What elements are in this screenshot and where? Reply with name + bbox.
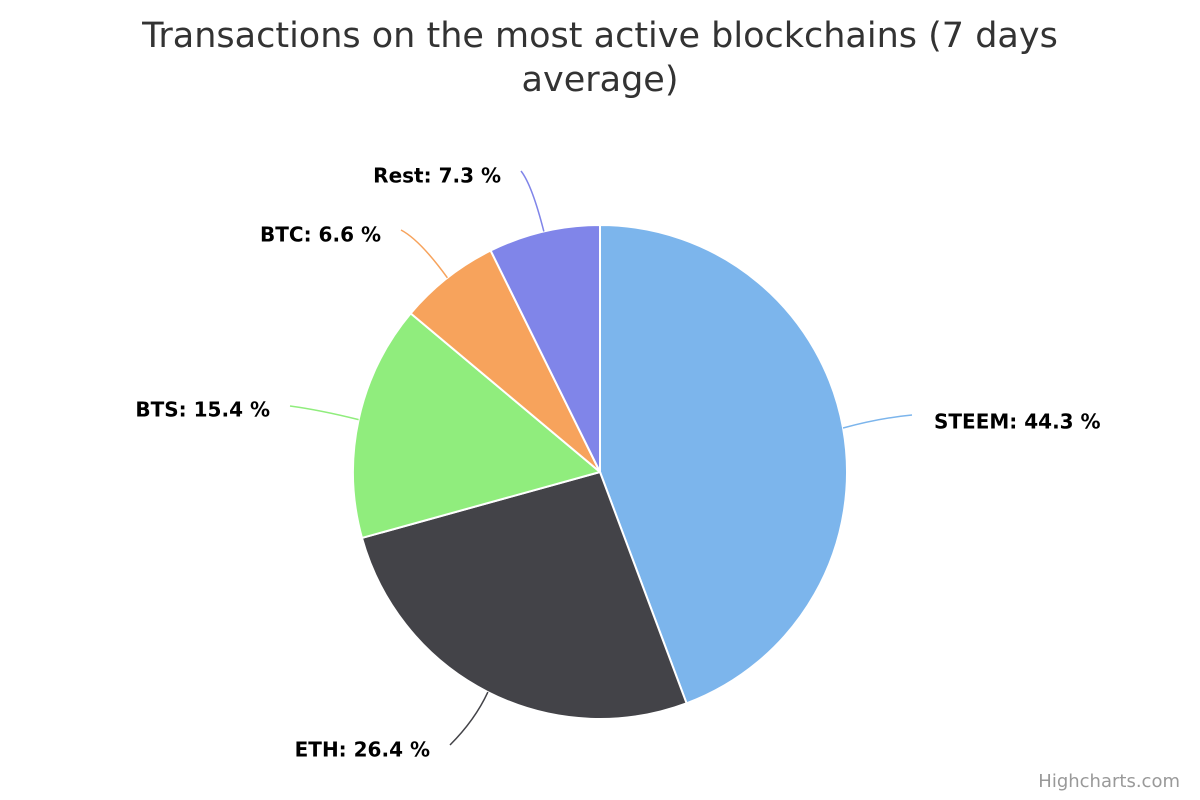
data-label-btc: BTC: 6.6 % bbox=[260, 223, 381, 247]
data-label-steem: STEEM: 44.3 % bbox=[934, 410, 1101, 434]
connector-eth bbox=[449, 691, 489, 746]
connector-btc bbox=[400, 229, 448, 279]
pie-slices bbox=[352, 224, 848, 720]
data-label-eth: ETH: 26.4 % bbox=[295, 738, 430, 762]
data-labels: STEEM: 44.3 % ETH: 26.4 % BTS: 15.4 % BTC: … bbox=[135, 164, 1100, 762]
credits-link[interactable]: Highcharts.com bbox=[1038, 771, 1180, 792]
connector-bts bbox=[289, 405, 359, 421]
pie-slice-bts[interactable] bbox=[352, 312, 601, 539]
pie-slice-rest[interactable] bbox=[489, 224, 601, 473]
connector-steem bbox=[842, 414, 913, 429]
label-connectors bbox=[289, 170, 913, 746]
data-label-rest: Rest: 7.3 % bbox=[373, 164, 501, 188]
pie-slice-steem[interactable] bbox=[599, 224, 848, 705]
connector-rest bbox=[520, 170, 545, 232]
data-label-bts: BTS: 15.4 % bbox=[135, 398, 270, 422]
chart-title: Transactions on the most active blockcha… bbox=[142, 16, 1058, 100]
